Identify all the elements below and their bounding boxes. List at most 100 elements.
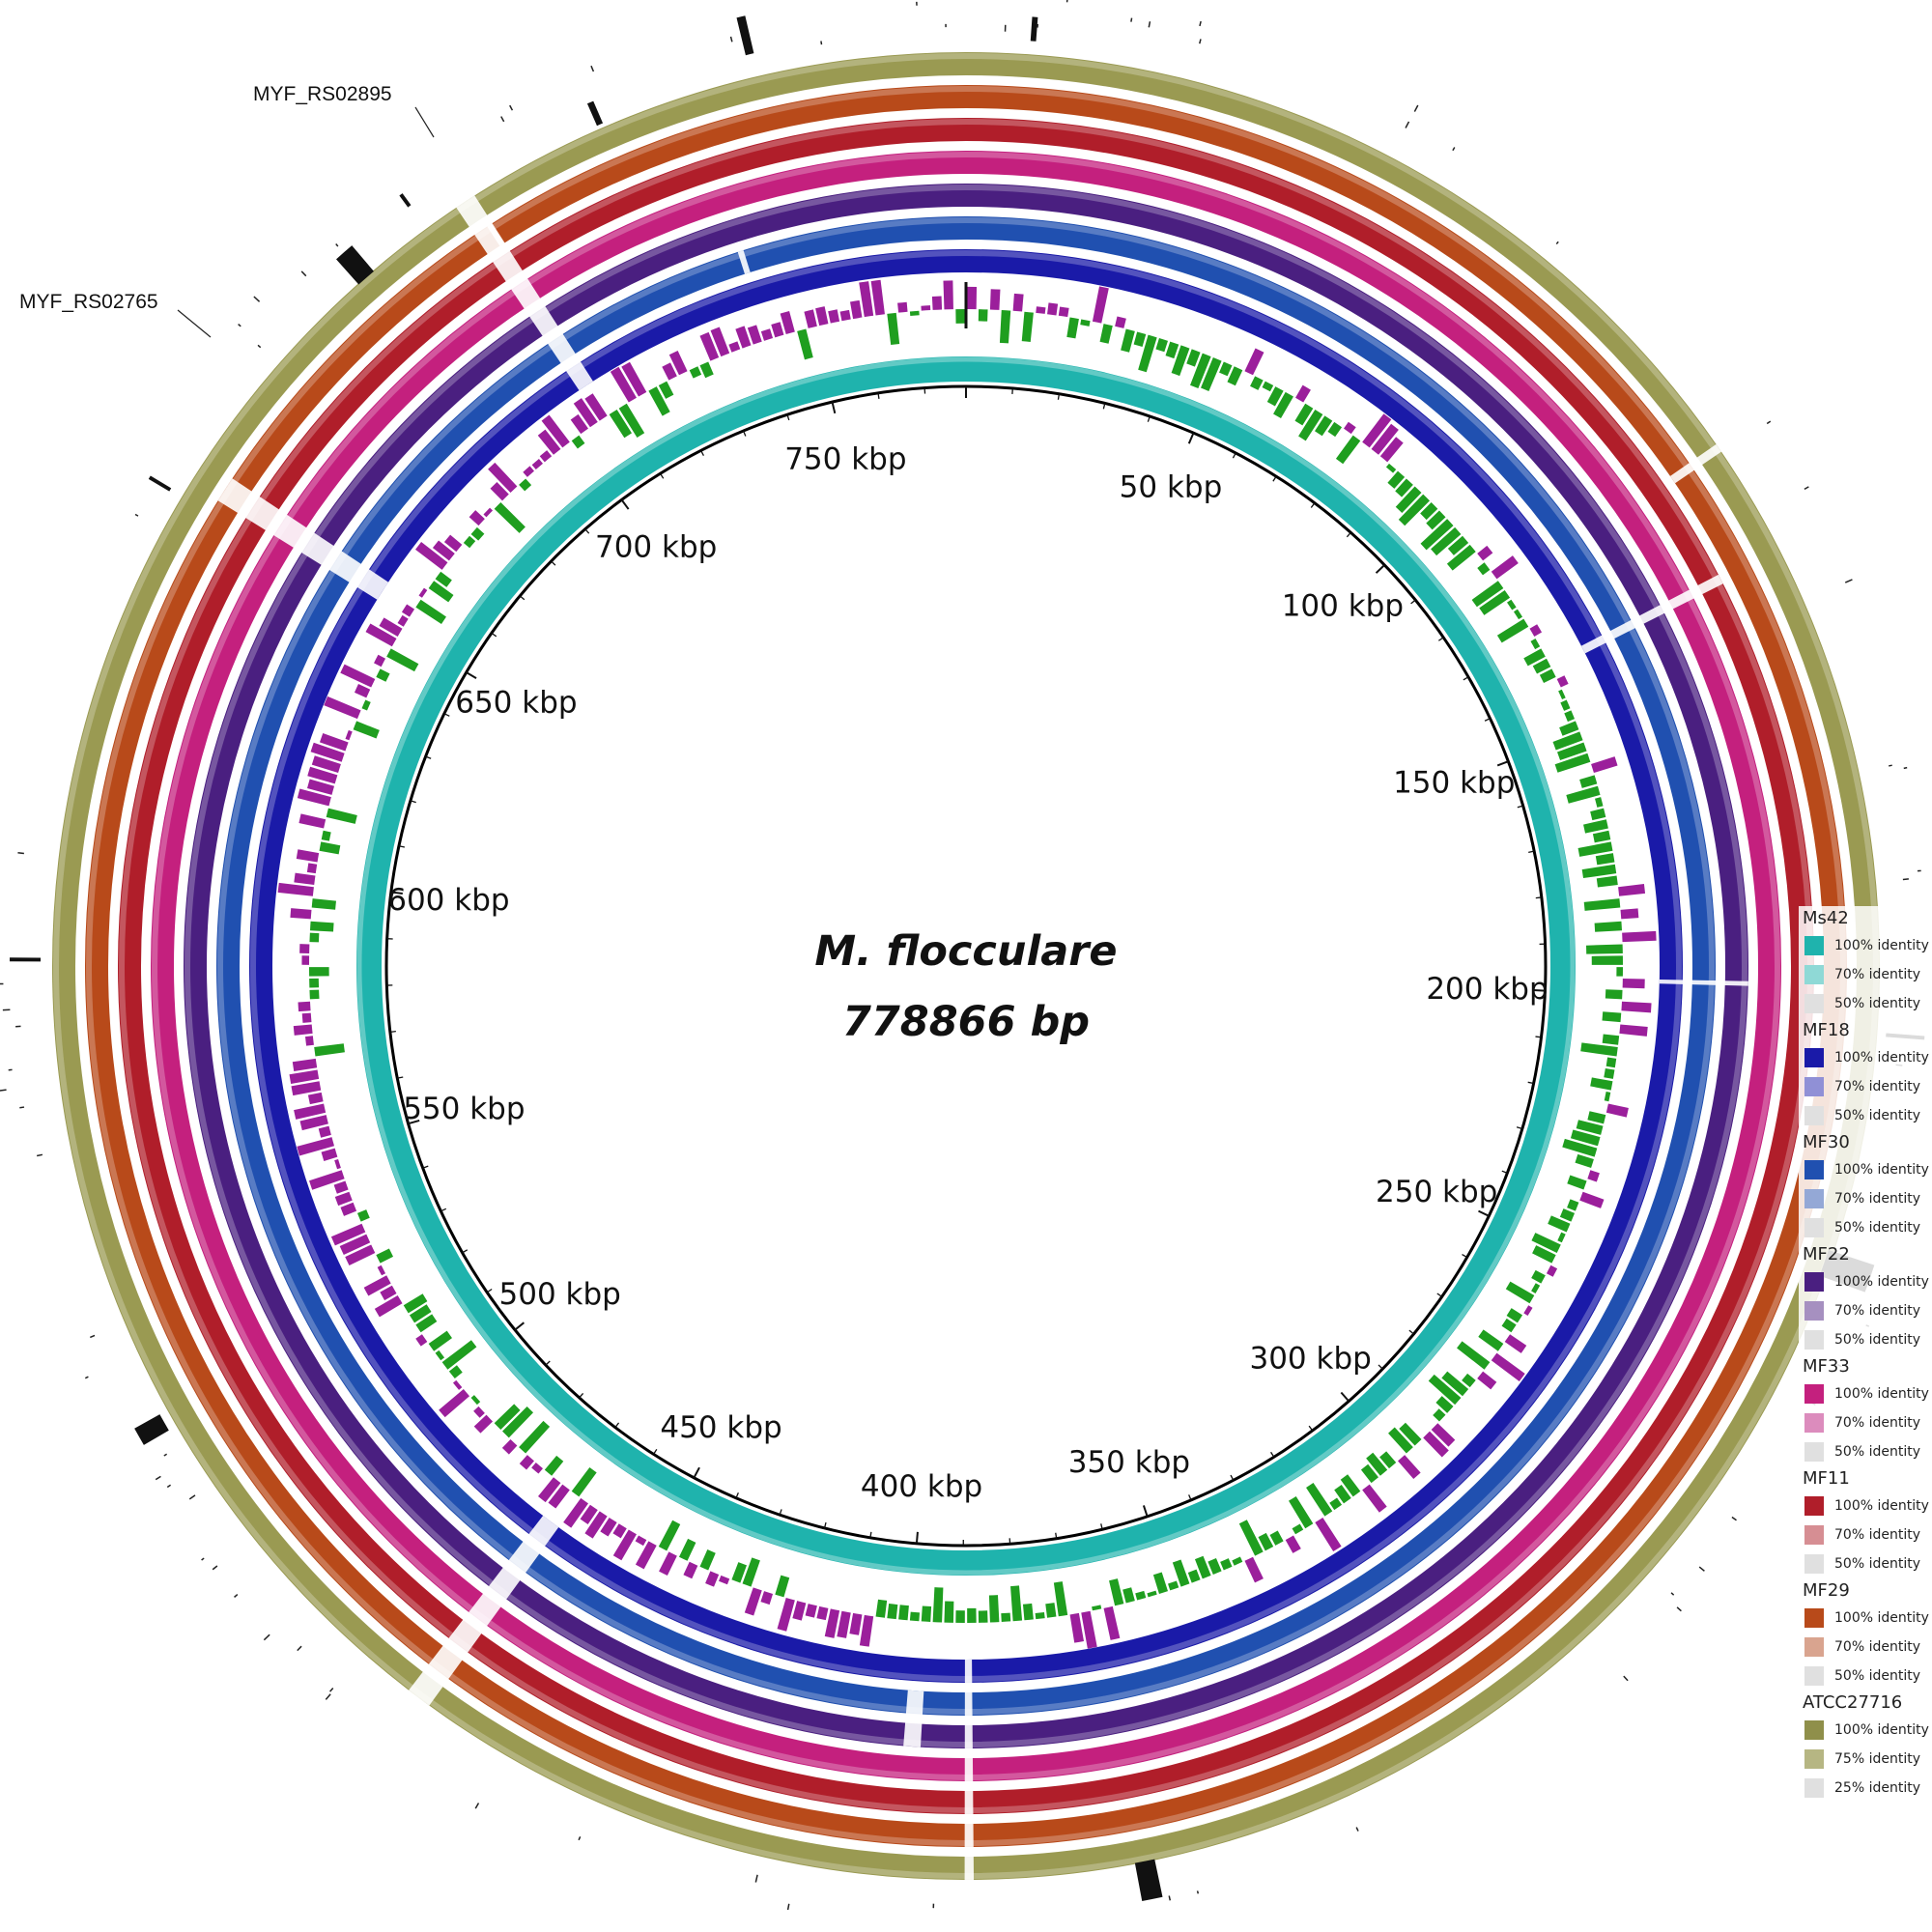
legend-entry: 100% identity <box>1799 1379 1932 1408</box>
gc-skew-positive-bar <box>1227 366 1243 386</box>
gc-skew-positive-bar <box>519 478 532 492</box>
legend-entry-label: 75% identity <box>1834 1751 1920 1767</box>
gc-skew-negative-bar <box>805 1604 817 1618</box>
minor-tick <box>823 1521 827 1529</box>
gc-skew-positive-bar <box>1109 1578 1124 1606</box>
major-tick <box>1340 1391 1350 1403</box>
gc-skew-positive-bar <box>1298 409 1323 441</box>
gc-skew-negative-bar <box>1244 1556 1264 1583</box>
genome-title: M. flocculare <box>814 927 1117 976</box>
gc-skew-positive-bar <box>1507 599 1517 611</box>
gc-skew-positive-bar <box>409 1304 432 1323</box>
gc-skew-negative-bar <box>523 466 534 477</box>
gc-skew-negative-bar <box>662 362 677 381</box>
legend-entry-label: 70% identity <box>1834 1191 1920 1207</box>
gc-skew-negative-bar <box>379 617 403 637</box>
minor-tick <box>1408 1329 1414 1335</box>
gc-skew-negative-bar <box>850 299 863 320</box>
gc-skew-positive-bar <box>1428 1374 1462 1406</box>
gc-skew-negative-bar <box>719 1575 730 1585</box>
gene-marker <box>10 957 42 962</box>
legend-entry-label: 100% identity <box>1834 938 1929 953</box>
legend-swatch <box>1804 1666 1824 1686</box>
gc-skew-positive-bar <box>1564 710 1576 723</box>
minor-tick <box>1055 1532 1058 1539</box>
alignment-gap <box>1659 979 1748 986</box>
gene-marker <box>736 15 754 56</box>
legend-swatch <box>1804 1330 1824 1350</box>
gc-skew-negative-bar <box>943 280 953 310</box>
tick-label: 500 kbp <box>499 1277 621 1312</box>
gc-skew-positive-bar <box>448 1365 463 1379</box>
legend-entry: 25% identity <box>1799 1774 1932 1803</box>
gc-skew-negative-bar <box>1622 979 1645 989</box>
gc-skew-negative-bar <box>307 766 338 784</box>
minor-tick <box>584 528 590 534</box>
gc-skew-positive-bar <box>909 1611 921 1622</box>
gc-skew-positive-bar <box>1560 699 1571 711</box>
gc-skew-positive-bar <box>1559 721 1579 736</box>
gc-skew-negative-bar <box>1523 1305 1533 1316</box>
gc-skew-positive-bar <box>1604 1092 1611 1102</box>
legend-entry: 100% identity <box>1799 1043 1932 1072</box>
gc-skew-positive-bar <box>887 312 900 346</box>
gc-skew-negative-bar <box>635 1541 657 1570</box>
legend-entry: 50% identity <box>1799 1437 1932 1466</box>
gc-skew-positive-bar <box>1186 349 1201 367</box>
gc-skew-negative-bar <box>374 1295 403 1318</box>
major-tick <box>1496 760 1509 767</box>
gc-skew-negative-bar <box>683 1561 698 1579</box>
gc-skew-positive-bar <box>1596 875 1618 888</box>
gc-skew-negative-bar <box>306 863 318 874</box>
gc-skew-positive-bar <box>1219 361 1233 377</box>
feature-dot <box>1199 20 1202 27</box>
gc-skew-positive-bar <box>1581 864 1617 879</box>
minor-tick <box>1057 393 1061 400</box>
legend-swatch <box>1804 1608 1824 1628</box>
gc-skew-negative-bar <box>345 729 353 741</box>
gc-skew-positive-bar <box>658 381 674 399</box>
gc-skew-negative-bar <box>1556 675 1569 688</box>
gc-skew-positive-bar <box>1220 1558 1233 1571</box>
gc-skew-positive-bar <box>1147 1590 1157 1598</box>
gc-skew-positive-bar <box>1165 341 1179 359</box>
gc-skew-positive-bar <box>1435 1396 1454 1413</box>
minor-tick <box>486 1288 493 1293</box>
minor-tick <box>1528 850 1535 853</box>
feature-dot <box>155 1475 161 1481</box>
gc-skew-positive-bar <box>519 1420 551 1454</box>
feature-dot <box>300 270 307 277</box>
gc-skew-negative-bar <box>294 872 316 885</box>
gc-skew-negative-bar <box>473 1406 485 1418</box>
gc-skew-positive-bar <box>321 830 331 841</box>
alignment-gap <box>1669 443 1721 484</box>
gc-skew-positive-bar <box>658 1520 681 1551</box>
feature-dot <box>500 116 505 123</box>
gc-skew-positive-bar <box>1340 1474 1361 1497</box>
legend-entry: 50% identity <box>1799 1101 1932 1130</box>
gc-skew-negative-bar <box>744 1587 762 1616</box>
gc-skew-positive-bar <box>1262 381 1274 392</box>
legend-group-title: Ms42 <box>1803 908 1849 928</box>
gc-skew-positive-bar <box>1045 1603 1057 1618</box>
gc-skew-positive-bar <box>309 932 320 943</box>
gc-skew-negative-bar <box>334 1158 341 1170</box>
legend-swatch <box>1804 1637 1824 1657</box>
gc-skew-negative-bar <box>747 325 762 345</box>
gc-skew-positive-bar <box>311 898 336 910</box>
feature-dot <box>1698 1566 1705 1572</box>
gc-skew-negative-bar <box>710 327 730 357</box>
gc-skew-positive-bar <box>1471 581 1504 608</box>
gc-skew-positive-bar <box>988 1595 1000 1623</box>
gene-marker <box>336 245 374 285</box>
gc-skew-positive-bar <box>1138 334 1157 373</box>
gc-skew-positive-bar <box>309 921 334 932</box>
legend-swatch <box>1804 1160 1824 1179</box>
gc-skew-positive-bar <box>609 409 632 439</box>
ring-ms42-highlight <box>356 356 1576 1576</box>
gc-skew-positive-bar <box>1121 328 1135 353</box>
minor-tick <box>1270 1451 1275 1458</box>
gc-skew-positive-bar <box>1513 609 1523 620</box>
gc-skew-positive-bar <box>1501 1318 1517 1333</box>
